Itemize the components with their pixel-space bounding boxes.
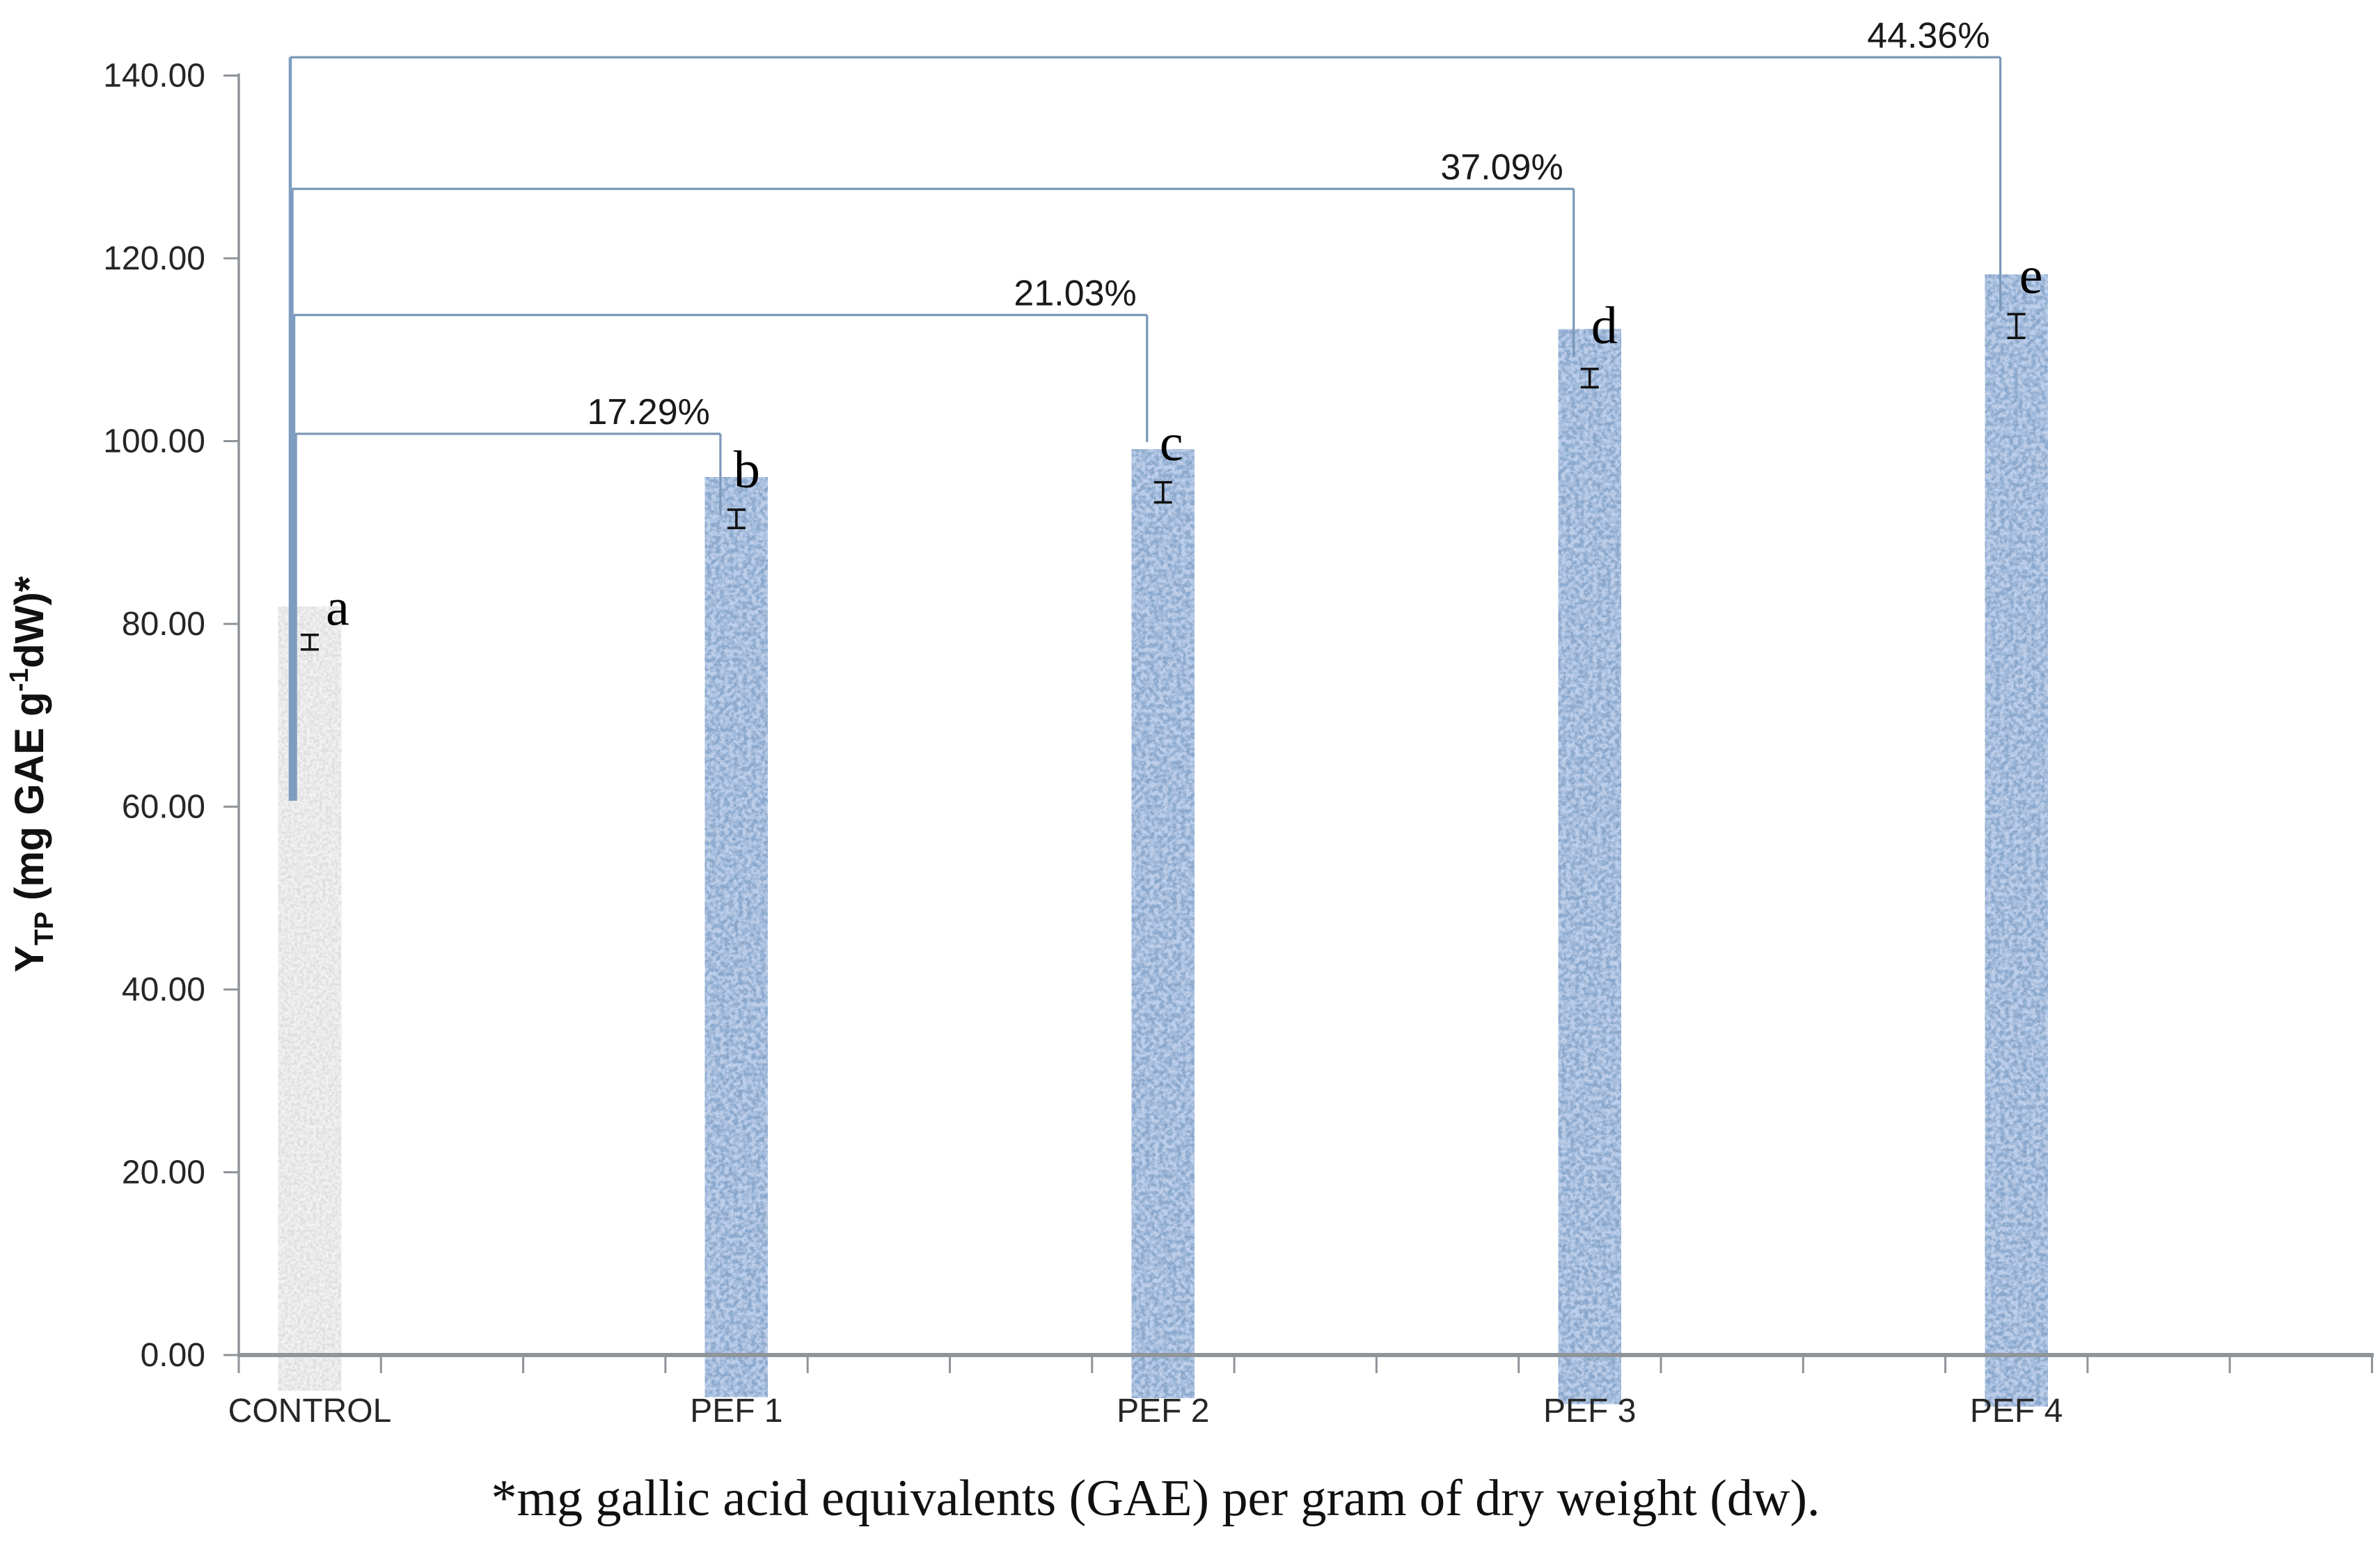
significance-letter-e: e <box>2019 246 2043 305</box>
significance-letter-d: d <box>1591 297 1618 355</box>
y-tick-label-60: 60.00 <box>122 789 205 826</box>
y-tick-label-80: 80.00 <box>122 606 205 643</box>
y-tick-label-0: 0.00 <box>141 1337 205 1374</box>
percent-label-17.29pct: 17.29% <box>588 392 710 432</box>
y-tick-label-20: 20.00 <box>122 1154 205 1191</box>
chart-footnote: *mg gallic acid equivalents (GAE) per gr… <box>491 1470 1820 1527</box>
bar-pef-4 <box>1987 326 2045 1355</box>
y-tick-label-40: 40.00 <box>122 971 205 1008</box>
bar-pef-1 <box>707 519 765 1355</box>
y-tick-label-100: 100.00 <box>103 423 205 460</box>
significance-letter-a: a <box>326 578 349 636</box>
significance-letter-b: b <box>734 441 760 499</box>
y-axis-title-part: (mg GAE g <box>7 691 52 911</box>
y-axis-title: YTP​ (mg GAE g-1​dW)* <box>5 576 59 972</box>
percent-label-44.36pct: 44.36% <box>1867 15 1989 56</box>
y-tick-label-120: 120.00 <box>103 240 205 277</box>
x-tick-label-pef-4: PEF 4 <box>1970 1393 2063 1430</box>
y-axis-title-part: TP <box>30 911 59 946</box>
y-axis-title-part: Y <box>7 946 52 973</box>
percent-label-37.09pct: 37.09% <box>1440 147 1563 187</box>
percent-label-21.03pct: 21.03% <box>1014 273 1136 313</box>
bar-pef-3 <box>1561 377 1618 1355</box>
x-tick-label-pef-2: PEF 2 <box>1117 1393 1209 1430</box>
bar-pef-2 <box>1134 492 1192 1355</box>
y-axis-title-part: dW)* <box>7 576 52 668</box>
x-tick-label-pef-3: PEF 3 <box>1543 1393 1636 1430</box>
y-axis-title-part: -1 <box>5 668 34 692</box>
y-tick-label-140: 140.00 <box>103 58 205 95</box>
x-tick-label-pef-1: PEF 1 <box>690 1393 782 1430</box>
x-tick-label-control: CONTROL <box>228 1393 392 1430</box>
significance-letter-c: c <box>1160 414 1183 472</box>
